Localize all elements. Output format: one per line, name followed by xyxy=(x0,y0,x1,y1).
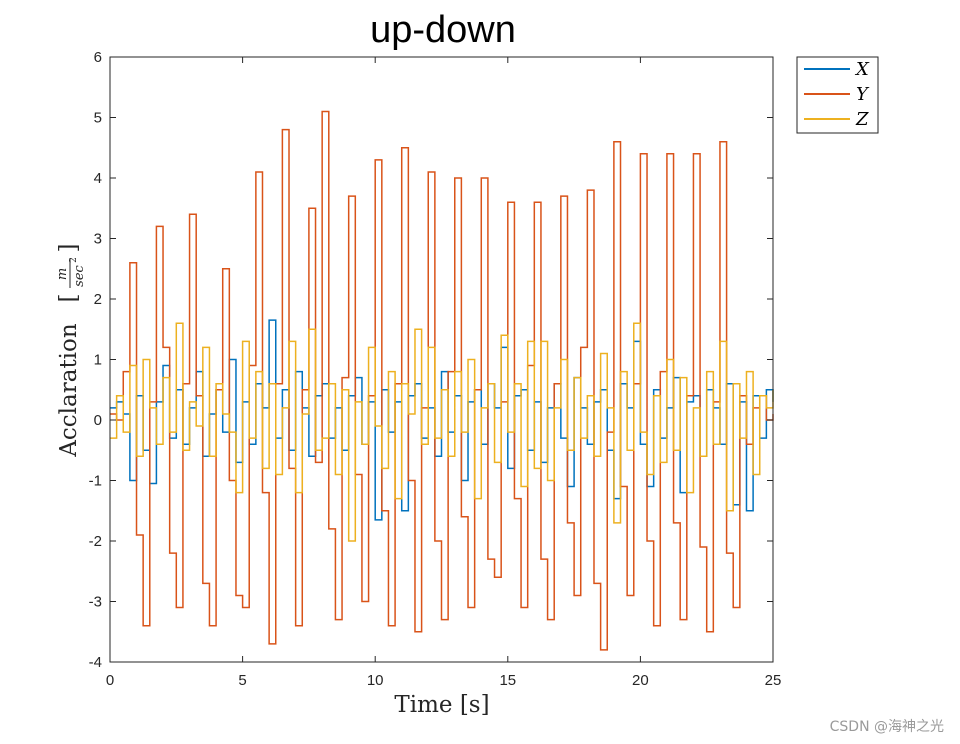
legend: X Y Z xyxy=(796,56,879,134)
y-tick-label: 1 xyxy=(94,352,102,369)
y-tick-label: 3 xyxy=(94,231,102,248)
y-tick-label: -4 xyxy=(89,654,102,671)
legend-label-x: X xyxy=(854,59,870,80)
x-tick-label: 25 xyxy=(765,672,782,689)
x-tick-label: 15 xyxy=(499,672,516,689)
x-tick-label: 20 xyxy=(632,672,649,689)
y-tick-label: -3 xyxy=(89,594,102,611)
chart-title: up-down xyxy=(370,9,516,51)
x-tick-label: 5 xyxy=(238,672,246,689)
legend-label-z: Z xyxy=(855,109,869,130)
y-tick-label: -2 xyxy=(89,533,102,550)
y-tick-label: -1 xyxy=(89,473,102,490)
x-tick-label: 10 xyxy=(367,672,384,689)
y-tick-label: 6 xyxy=(94,49,102,66)
y-axis-label-bracket-open: [ xyxy=(56,294,82,303)
y-axis-label-main: Acclaration xyxy=(56,323,82,458)
series-layer xyxy=(110,110,774,651)
watermark: CSDN @海神之光 xyxy=(829,719,944,735)
y-axis-unit-num: m xyxy=(55,268,70,280)
legend-label-y: Y xyxy=(856,84,870,105)
y-tick-label: 2 xyxy=(94,291,102,308)
y-tick-label: 0 xyxy=(94,412,102,429)
y-axis-unit-exp: 2 xyxy=(69,257,79,263)
y-tick-label: 4 xyxy=(94,170,102,187)
series-line-y xyxy=(110,110,774,651)
y-axis-label-bracket-close: ] xyxy=(56,244,82,253)
x-axis-label: Time [s] xyxy=(394,692,489,718)
x-tick-label: 0 xyxy=(106,672,114,689)
y-tick-label: 5 xyxy=(94,110,102,127)
series-line-z xyxy=(110,322,774,542)
y-axis-unit-den: sec xyxy=(72,264,87,286)
y-axis-label: Acclaration [ m sec 2 ] xyxy=(55,244,87,458)
